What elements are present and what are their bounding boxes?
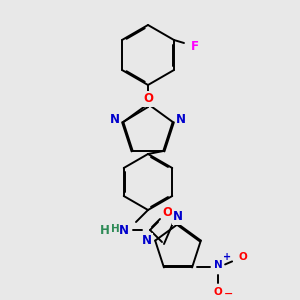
Text: H: H bbox=[100, 224, 110, 236]
Text: O: O bbox=[239, 252, 248, 262]
Text: N: N bbox=[176, 113, 186, 127]
Text: H: H bbox=[111, 224, 119, 234]
Text: N: N bbox=[115, 224, 125, 236]
Text: O: O bbox=[143, 92, 153, 106]
Text: −: − bbox=[224, 288, 233, 298]
Text: +: + bbox=[223, 252, 231, 262]
Text: N: N bbox=[214, 260, 223, 270]
Text: N: N bbox=[110, 113, 120, 127]
Text: N: N bbox=[142, 234, 152, 247]
Text: N: N bbox=[173, 211, 183, 224]
Text: O: O bbox=[162, 206, 172, 220]
Text: O: O bbox=[214, 287, 223, 297]
Text: N: N bbox=[119, 224, 129, 236]
Text: F: F bbox=[191, 40, 199, 53]
